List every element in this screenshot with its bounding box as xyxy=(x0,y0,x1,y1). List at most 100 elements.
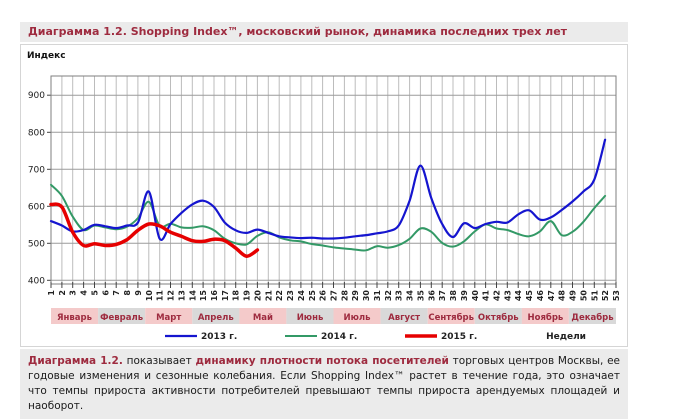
month-label: Апрель xyxy=(198,313,234,323)
week-label: 36 xyxy=(427,290,436,302)
week-label: 4 xyxy=(80,290,89,296)
week-label: 26 xyxy=(319,290,328,302)
month-cell xyxy=(427,308,475,324)
week-label: 5 xyxy=(91,290,100,296)
month-label: Октябрь xyxy=(478,312,519,323)
week-label: 9 xyxy=(134,290,143,296)
week-label: 1 xyxy=(47,290,56,296)
week-label: 46 xyxy=(536,290,545,302)
chart-title-bar: Диаграмма 1.2. Shopping Index™, московск… xyxy=(20,22,628,42)
week-label: 18 xyxy=(232,290,241,302)
week-label: 30 xyxy=(362,290,371,302)
month-label: Июнь xyxy=(297,313,324,323)
month-label: Ноябрь xyxy=(527,312,563,323)
week-label: 3 xyxy=(69,290,78,296)
month-cell xyxy=(51,308,99,324)
month-label: Декабрь xyxy=(571,312,613,323)
week-label: 16 xyxy=(210,290,219,302)
month-label: Январь xyxy=(57,313,92,323)
week-label: 7 xyxy=(112,290,121,296)
month-label: Сентябрь xyxy=(428,312,474,323)
week-label: 35 xyxy=(416,290,425,302)
month-cell xyxy=(145,308,193,324)
week-label: 41 xyxy=(482,290,491,302)
week-label: 50 xyxy=(579,290,588,302)
caption-text-1: показывает xyxy=(126,355,192,367)
week-label: 22 xyxy=(275,290,284,301)
week-label: 52 xyxy=(601,290,610,301)
week-label: 27 xyxy=(330,290,339,301)
caption-highlight: динамику плотности потока посетителей xyxy=(195,355,449,367)
chart-caption: Диаграмма 1.2. показывает динамику плотн… xyxy=(20,349,628,419)
month-cell xyxy=(568,308,616,324)
legend-label: 2014 г. xyxy=(321,332,357,342)
month-label: Май xyxy=(253,313,273,323)
month-cell xyxy=(333,308,381,324)
week-label: 40 xyxy=(471,290,480,302)
report-content: Диаграмма 1.2. Shopping Index™, московск… xyxy=(20,22,628,419)
week-label: 31 xyxy=(373,290,382,302)
x-axis-unit-label: Недели xyxy=(546,332,586,342)
week-label: 49 xyxy=(569,290,578,302)
month-cell xyxy=(380,308,428,324)
week-label: 17 xyxy=(221,290,230,301)
week-label: 28 xyxy=(340,290,349,302)
caption-text-2: торговых центров Москвы, ее годовые изме… xyxy=(28,355,621,412)
month-label: Август xyxy=(388,313,420,323)
week-label: 48 xyxy=(558,290,567,302)
month-cell xyxy=(239,308,287,324)
week-label: 24 xyxy=(297,290,306,302)
week-label: 10 xyxy=(145,290,154,302)
week-label: 29 xyxy=(351,290,360,302)
week-label: 20 xyxy=(253,290,262,302)
week-label: 15 xyxy=(199,290,208,302)
week-label: 34 xyxy=(406,290,415,302)
month-label: Февраль xyxy=(100,313,143,323)
y-tick-label: 400 xyxy=(28,276,45,286)
month-label: Март xyxy=(156,313,181,323)
week-label: 11 xyxy=(156,290,165,302)
week-label: 8 xyxy=(123,290,132,296)
series-line-2015г xyxy=(49,202,260,258)
week-label: 45 xyxy=(525,290,534,302)
week-label: 37 xyxy=(438,290,447,301)
series-line-2013г xyxy=(49,138,607,242)
week-label: 39 xyxy=(460,290,469,302)
week-label: 33 xyxy=(395,290,404,301)
week-label: 23 xyxy=(286,290,295,301)
week-label: 42 xyxy=(493,290,502,301)
week-label: 53 xyxy=(612,290,621,301)
series-line-2014г xyxy=(50,183,607,252)
y-tick-label: 900 xyxy=(28,91,45,101)
week-label: 43 xyxy=(503,290,512,301)
week-label: 38 xyxy=(449,290,458,302)
y-tick-label: 700 xyxy=(28,165,45,175)
chart-panel: 400 500 600 700 800 900 1 2 3 4 5 6 7 8 9 10 11 12 13 14 15 1… xyxy=(20,44,628,347)
month-cell xyxy=(286,308,334,324)
chart-title: Диаграмма 1.2. Shopping Index™, московск… xyxy=(28,25,568,38)
week-label: 32 xyxy=(384,290,393,301)
week-label: 51 xyxy=(590,290,599,302)
week-label: 21 xyxy=(264,290,273,302)
week-label: 25 xyxy=(308,290,317,302)
week-label: 14 xyxy=(188,290,197,302)
legend-label: 2015 г. xyxy=(441,332,477,342)
week-label: 2 xyxy=(58,290,67,296)
legend-label: 2013 г. xyxy=(201,332,237,342)
week-label: 47 xyxy=(547,290,556,301)
month-label: Июль xyxy=(344,313,371,323)
month-cell xyxy=(521,308,569,324)
month-cell xyxy=(192,308,240,324)
y-tick-label: 500 xyxy=(28,239,45,249)
week-label: 44 xyxy=(514,290,523,302)
week-label: 12 xyxy=(167,290,176,301)
week-label: 19 xyxy=(243,290,252,302)
y-axis-title: Индекс xyxy=(27,51,66,61)
caption-lead: Диаграмма 1.2. xyxy=(28,355,123,367)
y-tick-label: 800 xyxy=(28,128,45,138)
month-cell xyxy=(474,308,522,324)
week-label: 13 xyxy=(177,290,186,301)
month-cell xyxy=(98,308,146,324)
